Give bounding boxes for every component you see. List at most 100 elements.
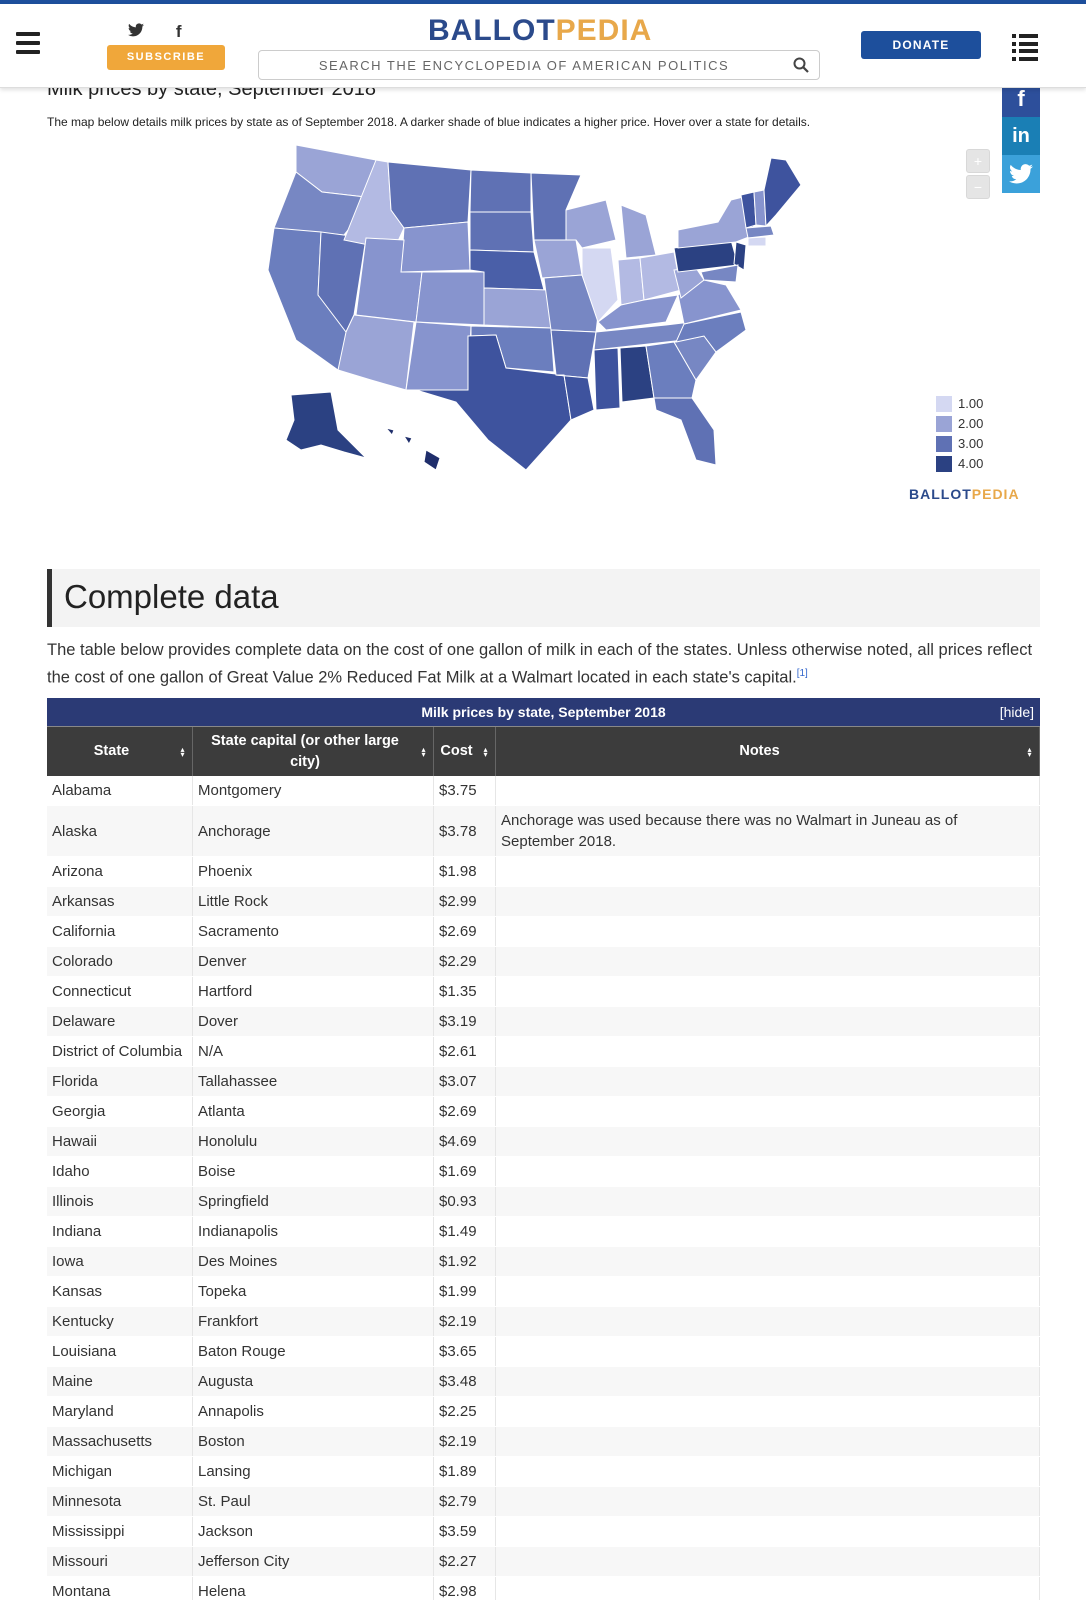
table-row: Minnesota St. Paul $2.79 [47,1487,1040,1517]
facebook-icon[interactable]: f [175,22,182,41]
subscribe-button[interactable]: SUBSCRIBE [107,45,225,70]
table-row: Illinois Springfield $0.93 [47,1187,1040,1217]
cell-capital: Indianapolis [193,1217,434,1246]
cell-state: Maryland [47,1397,193,1426]
map-state-mississippi[interactable] [593,347,621,411]
cell-cost: $2.69 [434,1097,496,1126]
map-state-montana[interactable] [387,161,472,229]
cell-capital: Jefferson City [193,1547,434,1576]
table-body: Alabama Montgomery $3.75 Alaska Anchorage $3.… [47,776,1040,1600]
cell-notes [496,1547,1040,1576]
map-state-hawaii[interactable] [384,427,441,471]
map-state-massachusetts[interactable] [745,225,775,239]
table-row: Michigan Lansing $1.89 [47,1457,1040,1487]
cell-capital: Atlanta [193,1097,434,1126]
twitter-icon[interactable] [126,22,146,42]
map-state-ohio[interactable] [639,251,682,301]
map-state-missouri[interactable] [543,274,599,333]
map-state-maryland[interactable] [700,264,739,283]
table-row: Colorado Denver $2.29 [47,947,1040,977]
table-caption: Milk prices by state, September 2018 [hi… [47,698,1040,726]
search-icon[interactable] [793,57,809,73]
us-milk-price-map[interactable] [226,140,806,485]
map-legend: 1.00 2.00 3.00 4.00 [936,394,983,474]
map-state-colorado[interactable] [415,271,485,326]
map-state-louisiana[interactable] [555,374,595,421]
table-row: Arkansas Little Rock $2.99 [47,887,1040,917]
column-header-state[interactable]: State [47,727,193,776]
table-row: Delaware Dover $3.19 [47,1007,1040,1037]
map-state-indiana[interactable] [617,257,645,306]
cell-notes [496,1307,1040,1336]
section-heading: Complete data [64,578,279,615]
cell-capital: Anchorage [193,806,434,856]
site-header: f SUBSCRIBE BALLOTPEDIA DONATE [0,4,1086,88]
legend-item: 3.00 [936,434,983,454]
map-state-florida[interactable] [653,397,717,466]
column-header-capital[interactable]: State capital (or other large city) [193,727,434,776]
donate-button[interactable]: DONATE [861,31,981,59]
cell-cost: $3.19 [434,1007,496,1036]
table-row: Georgia Atlanta $2.69 [47,1097,1040,1127]
table-row: Louisiana Baton Rouge $3.65 [47,1337,1040,1367]
cell-state: California [47,917,193,946]
map-state-michigan[interactable] [620,204,657,259]
twitter-icon [1009,164,1033,184]
ballotpedia-logo[interactable]: BALLOTPEDIA [428,14,652,48]
map-state-south-dakota[interactable] [469,211,535,253]
search-input[interactable] [259,51,819,79]
map-state-georgia[interactable] [645,341,697,399]
cell-cost: $2.29 [434,947,496,976]
map-state-new-jersey[interactable] [733,241,747,271]
map-state-maine[interactable] [763,157,802,228]
map-state-texas[interactable] [415,334,572,471]
map-state-connecticut[interactable] [747,236,767,247]
map-state-alaska[interactable] [285,391,368,459]
cell-notes [496,1097,1040,1126]
cell-cost: $1.35 [434,977,496,1006]
cell-capital: Topeka [193,1277,434,1306]
cell-notes [496,1007,1040,1036]
section-heading-box: Complete data [47,569,1040,627]
share-twitter-button[interactable] [1002,155,1040,193]
cell-notes [496,1247,1040,1276]
table-of-contents-icon[interactable] [1012,34,1038,61]
map-state-arkansas[interactable] [550,329,597,379]
table-row: Massachusetts Boston $2.19 [47,1427,1040,1457]
column-header-notes[interactable]: Notes [496,727,1040,776]
reference-link[interactable]: [1] [796,668,808,679]
map-state-wyoming[interactable] [400,221,471,273]
cell-state: Mississippi [47,1517,193,1546]
table-header: State State capital (or other large city… [47,726,1040,776]
map-state-illinois[interactable] [581,247,619,323]
table-row: Alabama Montgomery $3.75 [47,776,1040,806]
hide-table-link[interactable]: [hide] [999,704,1034,720]
map-state-arizona[interactable] [337,314,415,391]
map-state-iowa[interactable] [533,239,583,279]
zoom-out-button[interactable]: − [966,175,990,199]
column-header-cost[interactable]: Cost [434,727,496,776]
cell-cost: $2.99 [434,887,496,916]
hamburger-menu-icon[interactable] [16,32,40,54]
table-row: Idaho Boise $1.69 [47,1157,1040,1187]
cell-cost: $1.98 [434,857,496,886]
cell-state: Alabama [47,776,193,805]
credit-pedia: PEDIA [971,486,1020,502]
share-linkedin-button[interactable]: in [1002,117,1040,155]
cell-cost: $1.99 [434,1277,496,1306]
cell-state: Louisiana [47,1337,193,1366]
cell-capital: Denver [193,947,434,976]
cell-notes [496,1427,1040,1456]
map-state-north-dakota[interactable] [469,169,532,213]
cell-notes [496,1277,1040,1306]
map-state-kansas[interactable] [483,287,552,329]
cell-cost: $4.69 [434,1127,496,1156]
map-state-new-mexico[interactable] [405,321,472,391]
cell-notes [496,1067,1040,1096]
cell-notes: Anchorage was used because there was no … [496,806,1040,856]
logo-ballot: BALLOT [428,14,556,47]
table-row: Maryland Annapolis $2.25 [47,1397,1040,1427]
cell-notes [496,1457,1040,1486]
zoom-in-button[interactable]: + [966,149,990,173]
cell-state: Iowa [47,1247,193,1276]
